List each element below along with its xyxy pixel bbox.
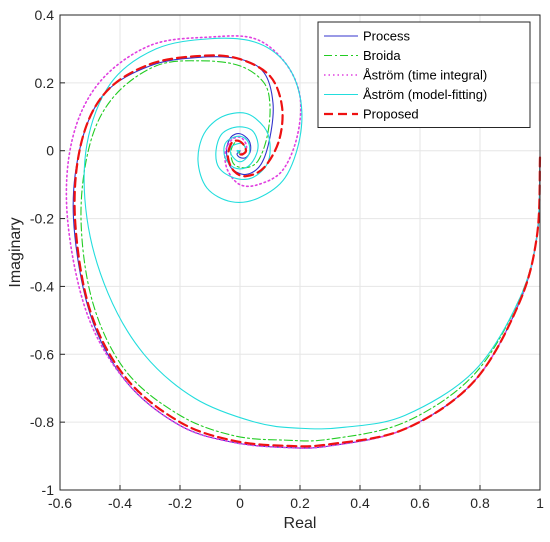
y-tick-label: -0.2 (30, 211, 54, 227)
y-tick-label: 0 (46, 143, 54, 159)
y-tick-label: -0.6 (30, 346, 54, 362)
series-line-2 (65, 35, 541, 449)
x-tick-label: 1 (536, 495, 544, 511)
y-axis-ticks: -1 -0.8 -0.6 -0.4 -0.2 0 0.2 0.4 (30, 7, 65, 498)
x-tick-label: -0.6 (48, 495, 72, 511)
y-tick-label: -0.8 (30, 414, 54, 430)
legend-label: Proposed (363, 107, 419, 122)
series-line-3 (83, 37, 541, 430)
y-tick-label: -0.4 (30, 278, 54, 294)
x-tick-label: 0.8 (470, 495, 490, 511)
series-layer (65, 35, 542, 449)
x-tick-label: -0.2 (168, 495, 192, 511)
y-axis-label: Imaginary (7, 217, 24, 287)
y-tick-label: 0.2 (35, 75, 55, 91)
x-axis-ticks: -0.6 -0.4 -0.2 0 0.2 0.4 0.6 0.8 1 (48, 485, 544, 511)
x-tick-label: 0.4 (350, 495, 370, 511)
x-tick-label: 0.6 (410, 495, 430, 511)
y-tick-label: 0.4 (35, 7, 55, 23)
legend: Process Broida Åström (time integral) Åströ… (317, 21, 531, 128)
x-axis-label: Real (284, 515, 317, 532)
legend-label: Åström (time integral) (363, 68, 487, 83)
x-tick-label: -0.4 (108, 495, 132, 511)
series-line-1 (80, 60, 541, 442)
y-tick-label: -1 (42, 482, 55, 498)
legend-box (317, 21, 531, 128)
legend-label: Broida (363, 48, 401, 63)
legend-label: Process (363, 29, 410, 44)
series-line-4 (73, 54, 542, 448)
x-tick-label: 0.2 (290, 495, 310, 511)
legend-label: Åström (model-fitting) (363, 87, 487, 102)
x-tick-label: 0 (236, 495, 244, 511)
